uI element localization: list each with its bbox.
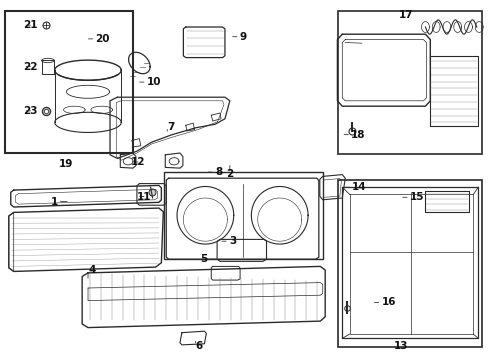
Text: 21: 21 — [23, 20, 38, 30]
Bar — [338, 11, 481, 154]
Text: 8: 8 — [215, 167, 222, 177]
Text: 12: 12 — [131, 157, 145, 167]
Text: 16: 16 — [381, 297, 395, 307]
Text: 10: 10 — [146, 77, 161, 87]
Text: 6: 6 — [195, 341, 203, 351]
Text: 2: 2 — [226, 168, 233, 179]
Text: 5: 5 — [200, 254, 207, 264]
Bar — [5, 11, 133, 153]
Text: 4: 4 — [88, 265, 95, 275]
Text: 15: 15 — [409, 192, 424, 202]
Bar — [163, 172, 322, 259]
Text: 1: 1 — [50, 197, 58, 207]
Bar — [338, 180, 481, 347]
Text: 7: 7 — [167, 122, 174, 132]
Text: 11: 11 — [137, 192, 151, 202]
Text: 23: 23 — [23, 106, 38, 116]
Text: 18: 18 — [350, 130, 365, 140]
Text: 20: 20 — [95, 34, 110, 44]
Text: 3: 3 — [228, 236, 236, 246]
Text: 9: 9 — [239, 32, 246, 42]
Text: 14: 14 — [351, 182, 366, 192]
Text: 19: 19 — [59, 159, 73, 169]
Text: 22: 22 — [23, 62, 38, 72]
Text: 17: 17 — [398, 10, 412, 20]
Text: 13: 13 — [393, 341, 407, 351]
